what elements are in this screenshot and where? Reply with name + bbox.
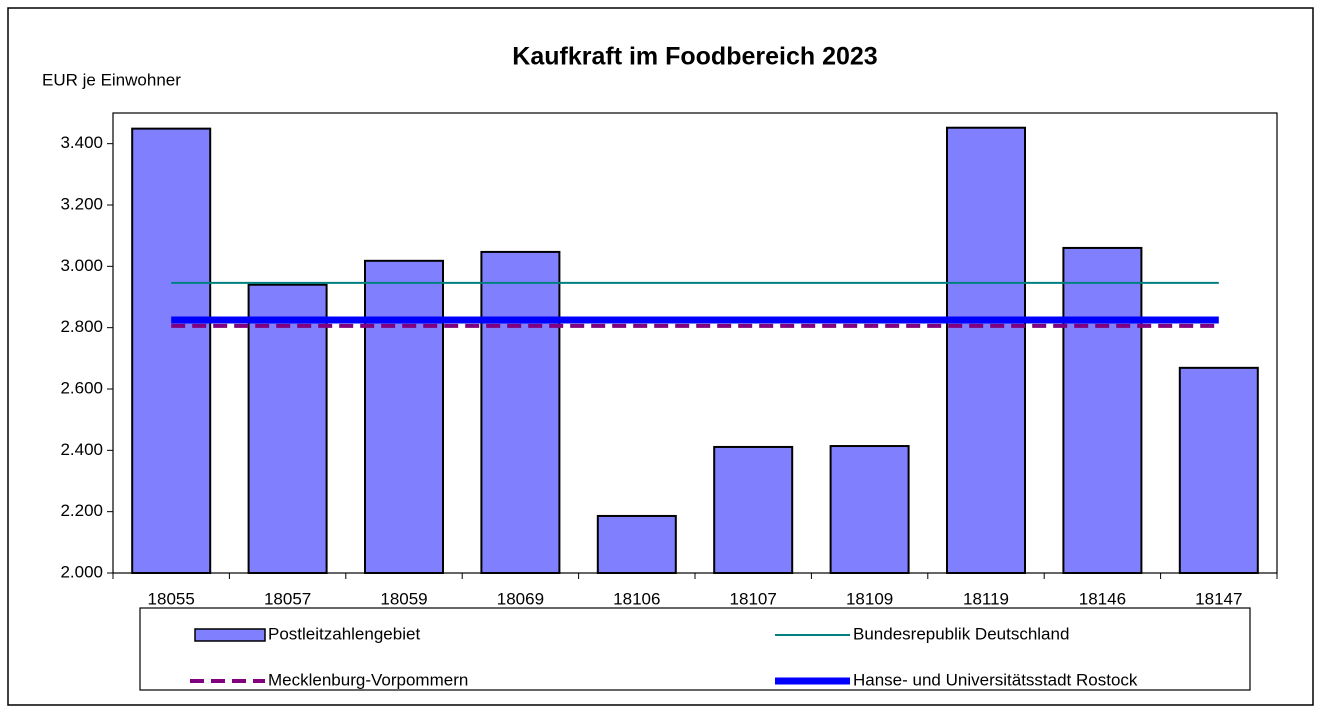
bar	[1178, 366, 1259, 574]
y-tick-label: 3.400	[60, 133, 103, 152]
bar	[713, 445, 794, 574]
legend-label: Bundesrepublik Deutschland	[853, 624, 1069, 643]
chart-title: Kaufkraft im Foodbereich 2023	[512, 43, 877, 71]
legend-label: Mecklenburg-Vorpommern	[268, 670, 468, 689]
bar	[596, 514, 677, 575]
x-tick-label: 18057	[264, 589, 311, 608]
y-tick-label: 2.000	[60, 562, 103, 581]
y-tick-label: 3.000	[60, 256, 103, 275]
bar	[1062, 246, 1143, 575]
x-tick-label: 18069	[497, 589, 544, 608]
legend	[139, 607, 1251, 691]
y-tick-label: 3.200	[60, 194, 103, 213]
x-tick-label: 18059	[380, 589, 427, 608]
bar	[131, 127, 212, 574]
y-axis-label: EUR je Einwohner	[42, 70, 181, 89]
x-tick-label: 18119	[963, 589, 1009, 608]
bar	[946, 126, 1026, 574]
bar	[247, 283, 328, 574]
x-tick-label: 18106	[613, 589, 660, 608]
bar	[364, 259, 444, 574]
bar	[829, 445, 910, 575]
x-tick-label: 18146	[1079, 589, 1126, 608]
y-tick-label: 2.200	[60, 501, 103, 520]
legend-label: Postleitzahlengebiet	[268, 624, 420, 643]
x-tick-label: 18147	[1195, 589, 1242, 608]
legend-swatch	[194, 628, 266, 642]
y-tick-label: 2.600	[60, 378, 103, 397]
bar	[480, 250, 561, 574]
legend-label: Hanse- und Universitätsstadt Rostock	[853, 670, 1138, 689]
y-tick-label: 2.400	[60, 440, 103, 459]
x-tick-label: 18055	[148, 589, 195, 608]
y-tick-label: 2.800	[60, 317, 103, 336]
x-tick-label: 18107	[730, 589, 777, 608]
x-tick-label: 18109	[846, 589, 893, 608]
